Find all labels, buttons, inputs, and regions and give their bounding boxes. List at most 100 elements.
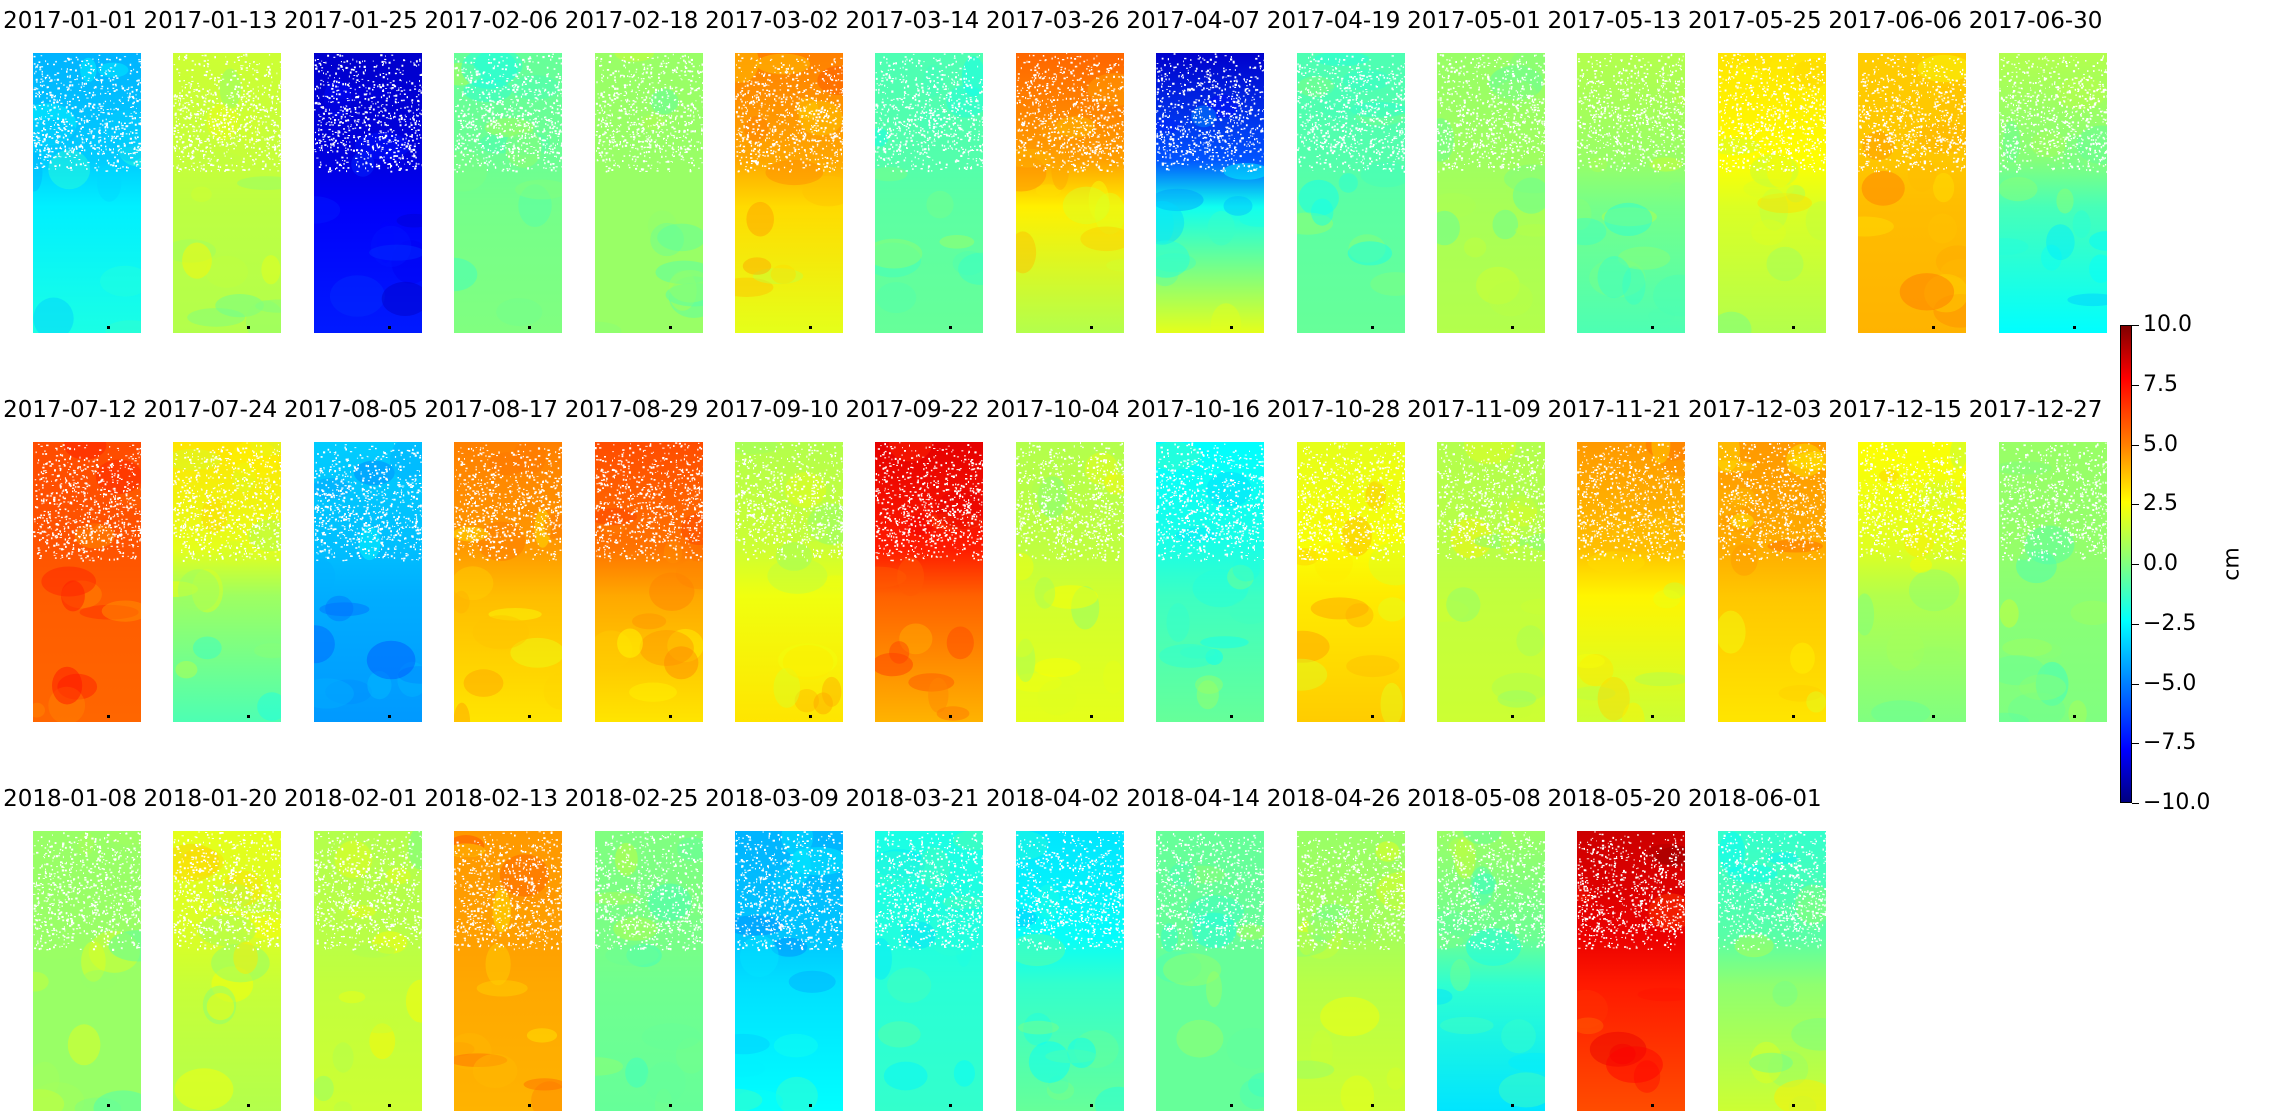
colorbar-tick-label: 0.0 [2143, 551, 2178, 576]
map-panel: 2018-02-01 [281, 786, 601, 1116]
map-panel: 2017-11-09 [1404, 397, 1724, 727]
displacement-map [173, 831, 282, 1111]
map-panel: 2017-08-05 [281, 397, 601, 727]
reference-point [1370, 715, 1374, 718]
map-panel: 2017-02-06 [421, 8, 741, 338]
displacement-map [313, 442, 422, 722]
reference-point [528, 1104, 532, 1107]
reference-point [809, 715, 812, 718]
map-panel: 2018-04-14 [1123, 786, 1443, 1116]
panel-date-title: 2017-08-17 [424, 397, 559, 423]
panel-date-title: 2018-05-20 [1547, 786, 1682, 812]
panel-date-title: 2017-07-24 [143, 397, 278, 423]
panel-date-title: 2017-04-19 [1266, 8, 1401, 34]
colorbar-tick [2132, 743, 2139, 745]
panel-date-title: 2017-09-22 [845, 397, 980, 423]
reference-point [1230, 1104, 1234, 1107]
reference-point [2072, 715, 2076, 718]
panel-date-title: 2018-05-08 [1407, 786, 1541, 812]
reference-point [247, 1104, 251, 1107]
reference-point [247, 326, 251, 329]
map-panel: 2017-12-27 [1966, 397, 2270, 727]
map-panel: 2018-03-09 [702, 786, 1022, 1116]
displacement-map [1156, 831, 1265, 1111]
panel-date-title: 2018-04-14 [1126, 786, 1261, 812]
displacement-map [594, 53, 703, 333]
panel-date-title: 2017-03-02 [705, 8, 839, 34]
displacement-map [33, 53, 141, 333]
reference-point [1511, 715, 1514, 718]
reference-point [1651, 326, 1655, 329]
panel-date-title: 2017-05-13 [1547, 8, 1682, 34]
panel-date-title: 2018-02-13 [424, 786, 559, 812]
colorbar-tick [2132, 384, 2139, 386]
displacement-map [1437, 442, 1545, 722]
displacement-map [1296, 53, 1405, 333]
reference-point [528, 715, 532, 718]
colorbar-tick-label: −10.0 [2143, 790, 2211, 815]
displacement-map [1015, 831, 1124, 1111]
panel-date-title: 2017-12-27 [1968, 397, 2103, 423]
panel-date-title: 2017-01-25 [283, 8, 418, 34]
map-panel: 2018-05-08 [1404, 786, 1724, 1116]
displacement-map [313, 53, 422, 333]
map-panel: 2018-02-13 [421, 786, 741, 1116]
map-panel: 2018-06-01 [1685, 786, 2005, 1116]
map-panel: 2017-01-01 [0, 8, 320, 338]
panel-date-title: 2017-10-04 [985, 397, 1120, 423]
map-panel: 2017-05-25 [1685, 8, 2005, 338]
reference-point [2072, 326, 2076, 329]
panel-date-title: 2017-04-07 [1126, 8, 1261, 34]
panel-date-title: 2017-10-28 [1266, 397, 1401, 423]
colorbar-unit-label: cm [2219, 547, 2245, 581]
displacement-map [875, 53, 984, 333]
panel-date-title: 2017-12-03 [1687, 397, 1822, 423]
panel-date-title: 2017-11-09 [1407, 397, 1541, 423]
displacement-map [1858, 53, 1967, 333]
colorbar-tick-label: 5.0 [2143, 431, 2178, 457]
map-panel: 2017-09-10 [702, 397, 1022, 727]
panel-date-title: 2018-04-02 [985, 786, 1120, 812]
displacement-map [1998, 53, 2107, 333]
colorbar-tick [2132, 504, 2139, 506]
displacement-map [173, 442, 282, 722]
displacement-map [1717, 53, 1826, 333]
displacement-map [1296, 831, 1405, 1111]
panel-date-title: 2017-02-18 [564, 8, 699, 34]
displacement-map [1998, 442, 2107, 722]
reference-point [387, 326, 391, 329]
map-panel: 2018-03-21 [842, 786, 1162, 1116]
panel-date-title: 2018-02-01 [283, 786, 418, 812]
reference-point [1651, 1104, 1655, 1107]
colorbar [2120, 325, 2132, 803]
panel-date-title: 2018-02-25 [564, 786, 699, 812]
reference-point [668, 715, 672, 718]
displacement-map [1296, 442, 1405, 722]
map-panel: 2017-10-04 [983, 397, 1303, 727]
map-panel: 2017-09-22 [842, 397, 1162, 727]
panel-date-title: 2017-06-30 [1968, 8, 2103, 34]
colorbar-tick [2132, 325, 2139, 326]
reference-point [1511, 326, 1514, 329]
reference-point [1089, 1104, 1093, 1107]
reference-point [1089, 326, 1093, 329]
displacement-map [875, 442, 984, 722]
displacement-map [1156, 442, 1265, 722]
map-panel: 2017-08-29 [562, 397, 882, 727]
map-panel: 2017-03-02 [702, 8, 1022, 338]
panel-date-title: 2018-03-09 [705, 786, 839, 812]
map-panel: 2017-02-18 [562, 8, 882, 338]
map-panel: 2017-04-07 [1123, 8, 1443, 338]
colorbar-tick-label: −2.5 [2143, 610, 2197, 636]
displacement-map [454, 442, 563, 722]
displacement-map [33, 442, 141, 722]
reference-point [1230, 715, 1234, 718]
displacement-map [875, 831, 984, 1111]
displacement-map [454, 831, 563, 1111]
displacement-map [1015, 53, 1124, 333]
reference-point [1370, 326, 1374, 329]
colorbar-tick-label: 7.5 [2143, 371, 2178, 397]
reference-point [668, 326, 672, 329]
reference-point [1230, 326, 1234, 329]
